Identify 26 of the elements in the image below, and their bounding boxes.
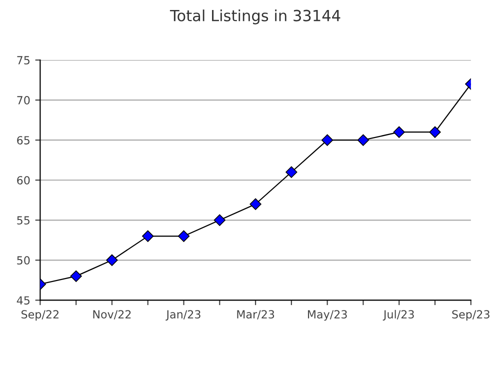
- x-tick-label: Sep/22: [22, 310, 58, 321]
- point: [106, 254, 118, 266]
- point: [214, 214, 226, 226]
- y-tick-label: 75: [17, 56, 30, 64]
- point: [70, 270, 82, 282]
- y-tick-label: 45: [16, 296, 30, 305]
- y-tick-label: 60: [17, 176, 30, 184]
- y-tick-label: 55: [17, 216, 30, 225]
- x-tick-label: Jul/23: [382, 310, 414, 321]
- point: [429, 126, 441, 138]
- x-tick-label: Sep/23: [452, 310, 490, 321]
- point: [250, 198, 262, 210]
- point: [322, 134, 334, 146]
- y-tick-label: 65: [17, 136, 30, 144]
- point: [142, 230, 154, 242]
- y-tick-label: 50: [17, 256, 30, 265]
- y-tick-label: 70: [17, 96, 30, 104]
- chart-title: Total Listings in 33144: [170, 10, 340, 24]
- x-tick-label: Jan/23: [166, 310, 200, 321]
- point: [357, 134, 370, 146]
- point: [286, 166, 298, 178]
- x-tick-label: Nov/22: [93, 310, 131, 320]
- x-tick-label: Mar/23: [237, 310, 274, 320]
- point: [178, 230, 190, 242]
- x-tick-label: May/23: [308, 310, 347, 321]
- point: [393, 126, 405, 138]
